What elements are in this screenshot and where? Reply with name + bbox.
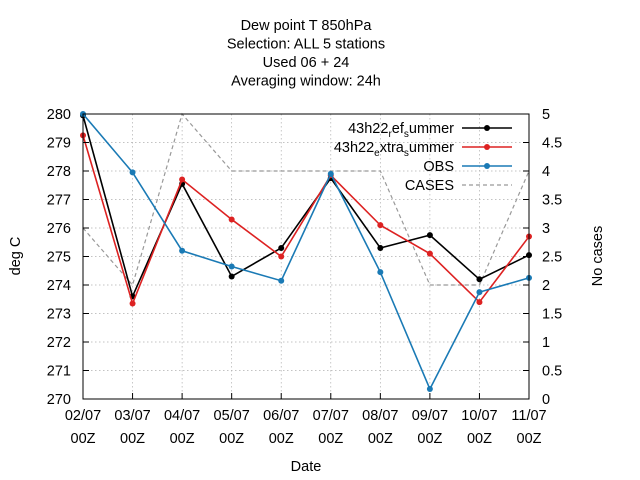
legend-marker — [484, 125, 490, 131]
series-point — [278, 277, 285, 284]
y2-tick-label: 0 — [542, 392, 550, 408]
y2-tick-label: 1.5 — [542, 307, 562, 323]
legend-text-part: 43h22 — [334, 140, 374, 156]
x-tick-date: 11/07 — [511, 408, 546, 424]
y2-tick-label: 1 — [542, 335, 550, 351]
x-tick-date: 10/07 — [461, 408, 497, 424]
x-tick-hour: 00Z — [417, 431, 442, 447]
series-line-obs — [82, 113, 530, 391]
x-tick-date: 09/07 — [412, 408, 448, 424]
y-tick-label: 277 — [47, 193, 71, 209]
y2-axis-label: No cases — [590, 226, 606, 286]
series-point — [426, 232, 433, 239]
x-tick-hour: 00Z — [467, 431, 492, 447]
y2-tick-label: 5 — [542, 107, 550, 123]
x-tick-date: 03/07 — [114, 408, 150, 424]
title-line: Used 06 + 24 — [263, 55, 350, 71]
series-point — [426, 250, 433, 257]
series-line-43h22_extra_summer — [82, 135, 530, 306]
series-point — [426, 386, 433, 393]
x-tick-date: 05/07 — [214, 408, 250, 424]
y2-tick-label: 4.5 — [542, 136, 562, 152]
y2-tick-label: 3.5 — [542, 193, 562, 209]
series-point — [228, 273, 235, 280]
series-point — [377, 244, 384, 251]
y-tick-label: 275 — [47, 250, 71, 266]
legend-text-part: 43h22 — [348, 121, 388, 137]
axis-ticks: 270 271 272 273 274 275 276 277 278 279 280 0 0.5 1 1.… — [47, 107, 562, 447]
y-tick-label: 270 — [47, 392, 71, 408]
x-tick-date: 08/07 — [362, 408, 398, 424]
x-tick-hour: 00Z — [517, 431, 542, 447]
series-point — [377, 269, 384, 276]
y-tick-label: 271 — [47, 364, 71, 380]
legend-label: 43h22extrasummer — [334, 140, 454, 159]
series-group — [80, 111, 532, 393]
legend-marker — [484, 144, 490, 150]
y-tick-label: 273 — [47, 307, 71, 323]
series-point — [377, 222, 384, 229]
series-point — [179, 176, 186, 183]
x-tick-date: 06/07 — [263, 408, 299, 424]
series-point — [476, 289, 483, 296]
y-tick-label: 279 — [47, 136, 71, 152]
series-point — [129, 169, 136, 176]
x-tick-date: 07/07 — [313, 408, 349, 424]
y-tick-label: 276 — [47, 221, 71, 237]
x-tick-hour: 00Z — [170, 431, 195, 447]
y-axis-label: deg C — [8, 237, 24, 276]
chart-title: Dew point T 850hPa Selection: ALL 5 stati… — [227, 18, 385, 90]
x-tick-date: 04/07 — [164, 408, 200, 424]
x-tick-hour: 00Z — [269, 431, 294, 447]
legend-marker — [484, 163, 490, 169]
legend-subscript: e — [374, 148, 380, 159]
y-tick-label: 272 — [47, 335, 71, 351]
x-tick-hour: 00Z — [120, 431, 145, 447]
legend-text-part: OBS — [423, 159, 454, 175]
y2-tick-label: 2 — [542, 278, 550, 294]
x-tick-date: 02/07 — [65, 408, 101, 424]
series-point — [129, 300, 136, 307]
series-point — [179, 247, 186, 254]
title-line: Dew point T 850hPa — [241, 18, 373, 34]
legend-text-part: ummer — [409, 140, 454, 156]
series-point — [278, 244, 285, 251]
y-tick-label: 278 — [47, 164, 71, 180]
y2-tick-label: 4 — [542, 164, 550, 180]
title-line: Averaging window: 24h — [231, 74, 381, 90]
series-point — [476, 276, 483, 283]
y-tick-label: 280 — [47, 107, 71, 123]
series-line-cases — [82, 112, 530, 287]
legend-label: OBS — [423, 159, 454, 175]
legend-subscript: r — [388, 129, 392, 140]
y2-tick-label: 3 — [542, 221, 550, 237]
legend-label: 43h22refsummer — [348, 121, 454, 140]
legend-subscript: s — [404, 148, 409, 159]
series-point — [327, 170, 334, 177]
legend-text-part: xtra — [380, 140, 405, 156]
y-tick-label: 274 — [47, 278, 71, 294]
series-point — [278, 253, 285, 260]
title-line: Selection: ALL 5 stations — [227, 37, 385, 53]
y2-tick-label: 2.5 — [542, 250, 562, 266]
series-point — [228, 216, 235, 223]
legend-label: CASES — [405, 178, 454, 194]
legend-text-part: ummer — [409, 121, 454, 137]
x-tick-hour: 00Z — [368, 431, 393, 447]
legend-text-part: CASES — [405, 178, 454, 194]
legend-text-part: ef — [392, 121, 405, 137]
x-axis-label: Date — [291, 459, 322, 475]
x-tick-hour: 00Z — [219, 431, 244, 447]
series-point — [228, 263, 235, 270]
series-line-43h22_ref_summer — [82, 115, 530, 299]
y2-tick-label: 0.5 — [542, 364, 562, 380]
grid — [83, 114, 529, 399]
x-tick-hour: 00Z — [71, 431, 96, 447]
series-point — [476, 299, 483, 306]
x-tick-hour: 00Z — [318, 431, 343, 447]
legend-subscript: s — [404, 129, 409, 140]
